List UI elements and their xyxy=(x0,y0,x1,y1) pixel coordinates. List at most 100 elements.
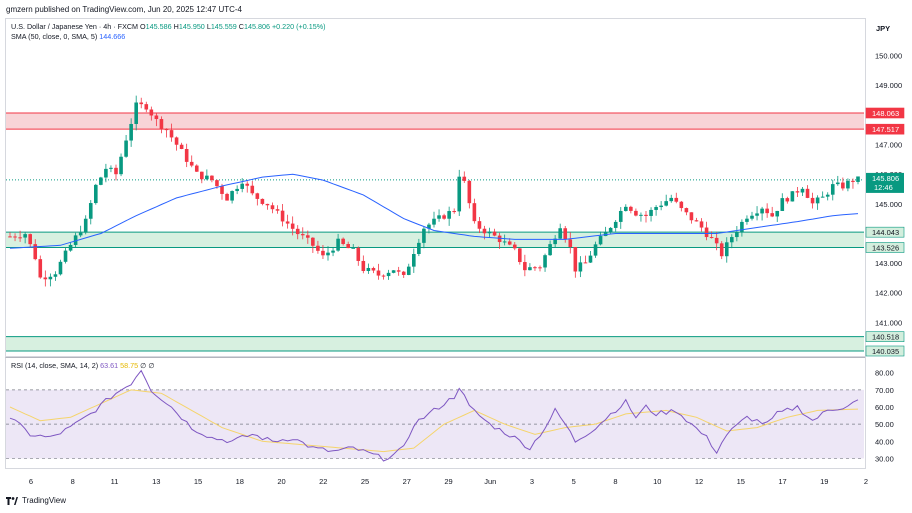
candle-body xyxy=(129,123,133,141)
price-zones xyxy=(6,112,864,352)
candle-body xyxy=(306,235,310,238)
candle-body xyxy=(639,214,643,216)
price-tick-label: 142.000 xyxy=(875,289,902,298)
rsi-tick-label: 80.00 xyxy=(875,369,894,378)
price-tick-label: 147.000 xyxy=(875,141,902,150)
candle-body xyxy=(613,221,618,228)
candle-body xyxy=(159,119,164,129)
candle-body xyxy=(78,232,83,236)
candle-body xyxy=(659,205,663,208)
candle-body xyxy=(285,221,290,224)
time-tick-label: 18 xyxy=(236,477,244,486)
candle-body xyxy=(386,272,391,277)
candle-body xyxy=(820,196,825,198)
candle-body xyxy=(477,221,482,229)
candle-body xyxy=(548,244,552,256)
candle-body xyxy=(497,235,502,243)
candle-body xyxy=(336,238,340,251)
candle-body xyxy=(629,206,633,211)
candle-body xyxy=(810,197,815,204)
time-tick-label: 20 xyxy=(277,477,285,486)
time-tick-label: 13 xyxy=(152,477,160,486)
candle-body xyxy=(412,254,416,267)
low-label: L xyxy=(206,22,211,31)
candle-body xyxy=(457,176,462,212)
candle-body xyxy=(507,241,512,245)
zone-0 xyxy=(6,112,864,130)
candle-body xyxy=(331,250,335,253)
candle-body xyxy=(836,182,840,185)
candle-body xyxy=(482,228,487,234)
rsi-pane[interactable] xyxy=(5,357,866,469)
zone-price-tag xyxy=(865,226,905,238)
candle-body xyxy=(704,227,709,238)
time-tick-label: 11 xyxy=(111,477,119,486)
rsi-tick-label: 40.00 xyxy=(875,437,894,446)
sma-line xyxy=(9,173,859,249)
time-tick-label: 2 xyxy=(864,477,868,486)
candle-body xyxy=(846,180,850,189)
price-pane[interactable] xyxy=(5,18,866,357)
time-tick-label: 3 xyxy=(530,477,534,486)
rsi-tick-label: 50.00 xyxy=(875,420,894,429)
candle-body xyxy=(815,197,820,204)
candle-body xyxy=(275,209,280,211)
zone-price-label: 147.517 xyxy=(872,125,899,134)
candle-body xyxy=(109,167,113,169)
candle-body xyxy=(73,235,78,245)
current-price-label: 145.806 xyxy=(872,174,899,183)
candle-body xyxy=(184,148,189,162)
candle-body xyxy=(189,161,194,166)
candle-body xyxy=(755,213,759,216)
candle-body xyxy=(851,180,855,182)
candle-body xyxy=(422,228,426,243)
candle-body xyxy=(719,243,724,257)
candle-body xyxy=(770,213,774,217)
candle-body xyxy=(512,244,517,249)
sma-value: 144.666 xyxy=(99,32,126,41)
candle-body xyxy=(63,250,68,262)
candle-body xyxy=(538,267,542,269)
candle-body xyxy=(235,188,239,192)
candle-body xyxy=(265,203,270,206)
candle-body xyxy=(260,198,265,204)
close-label: C xyxy=(238,22,244,31)
candle-body xyxy=(205,175,209,180)
candle-body xyxy=(830,184,835,195)
candle-body xyxy=(290,223,295,229)
candle-body xyxy=(462,176,467,181)
current-price-tag xyxy=(866,172,904,193)
candle-body xyxy=(240,183,244,189)
candle-body xyxy=(790,191,795,202)
rsi-tick-label: 60.00 xyxy=(875,403,894,412)
candle-body xyxy=(134,102,138,124)
time-tick-label: 5 xyxy=(572,477,576,486)
rsi-legend[interactable]: RSI (14, close, SMA, 14, 2) 63.61 58.75 … xyxy=(11,361,155,370)
time-tick-label: 8 xyxy=(71,477,75,486)
high-value: 145.950 xyxy=(178,22,205,31)
candle-body xyxy=(740,221,744,232)
candle-body xyxy=(230,191,234,201)
candle-body xyxy=(523,262,527,271)
candle-body xyxy=(43,277,48,280)
candle-body xyxy=(487,231,492,234)
price-tick-label: 150.000 xyxy=(875,52,902,61)
candle-body xyxy=(381,275,386,277)
candle-body xyxy=(624,206,628,211)
time-tick-label: 8 xyxy=(613,477,617,486)
candle-body xyxy=(583,262,588,264)
candle-body xyxy=(724,242,729,257)
candle-body xyxy=(795,191,800,193)
candle-body xyxy=(775,210,780,217)
candle-body xyxy=(805,188,810,198)
chart-legend: U.S. Dollar / Japanese Yen · 4h · FXCM O… xyxy=(11,22,326,42)
rsi-pane-marks: 80.00 70.00 60.00 50.00 40.00 30.00 xyxy=(6,369,894,463)
sma-row[interactable]: SMA (50, close, 0, SMA, 5) 144.666 xyxy=(11,32,326,42)
rsi-tick-label: 70.00 xyxy=(875,386,894,395)
currency-label[interactable]: JPY xyxy=(876,24,891,33)
candle-body xyxy=(674,197,679,202)
candle-body xyxy=(28,234,32,245)
candle-body xyxy=(23,234,27,238)
candle-body xyxy=(684,208,689,213)
